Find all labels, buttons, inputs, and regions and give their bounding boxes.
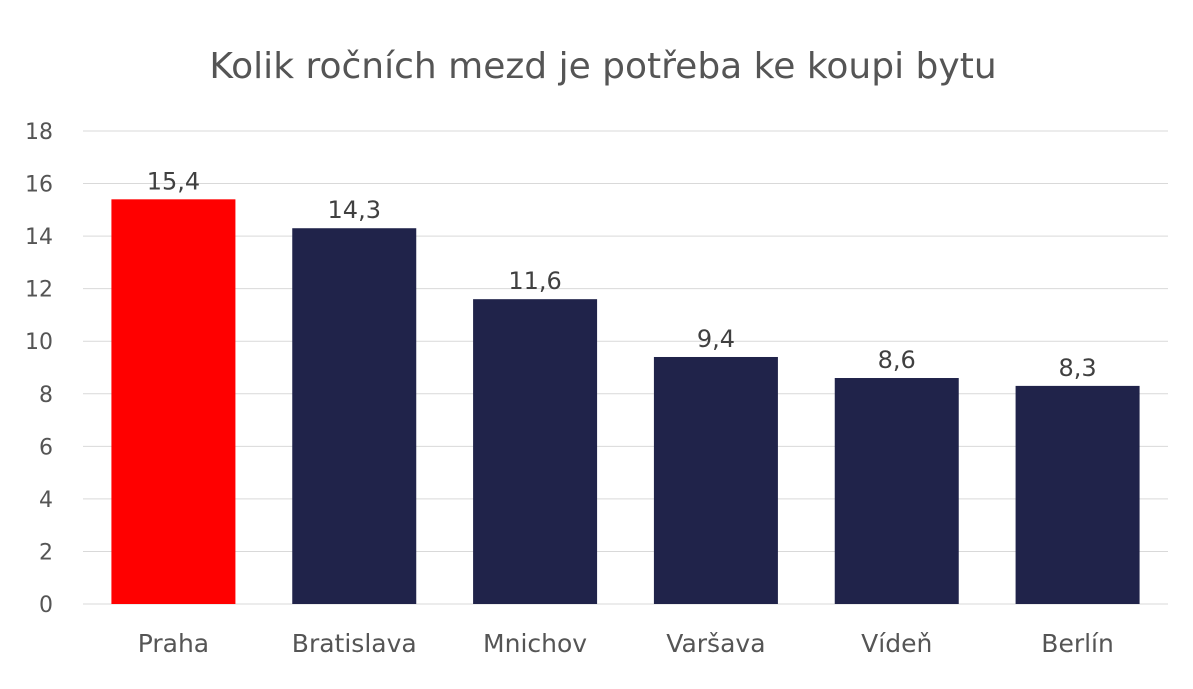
bar xyxy=(292,228,417,604)
x-tick-label: Varšava xyxy=(666,629,765,658)
chart-title: Kolik ročních mezd je potřeba ke koupi b… xyxy=(209,46,996,87)
y-tick-label: 6 xyxy=(39,435,53,460)
bar xyxy=(1015,385,1140,604)
data-label: 15,4 xyxy=(147,167,200,195)
y-tick-label: 16 xyxy=(25,173,53,198)
y-tick-label: 12 xyxy=(25,278,53,303)
y-tick-label: 2 xyxy=(39,540,53,565)
y-tick-label: 4 xyxy=(39,488,53,513)
bar xyxy=(834,378,959,604)
bars xyxy=(111,199,1140,605)
gridlines xyxy=(83,130,1168,605)
data-label: 11,6 xyxy=(508,267,561,295)
bar xyxy=(653,356,778,604)
bar xyxy=(111,199,236,605)
y-tick-label: 0 xyxy=(39,593,53,618)
x-tick-label: Berlín xyxy=(1041,629,1114,658)
y-tick-label: 10 xyxy=(25,330,53,355)
data-label: 8,6 xyxy=(878,346,916,374)
x-tick-label: Mnichov xyxy=(483,629,587,658)
x-tick-label: Bratislava xyxy=(292,629,417,658)
y-tick-label: 8 xyxy=(39,383,53,408)
data-label: 8,3 xyxy=(1058,354,1096,382)
y-tick-label: 18 xyxy=(25,120,53,145)
x-tick-label: Vídeň xyxy=(861,629,932,658)
value-labels: 15,4 14,3 11,6 9,4 8,6 8,3 xyxy=(147,167,1097,382)
bar xyxy=(473,299,598,604)
y-tick-label: 14 xyxy=(25,225,53,250)
category-labels: Praha Bratislava Mnichov Varšava Vídeň Berlín xyxy=(138,629,1114,658)
data-label: 14,3 xyxy=(328,196,381,224)
data-label: 9,4 xyxy=(697,325,735,353)
y-axis-ticks: 0 2 4 6 8 10 12 14 16 18 xyxy=(25,120,53,618)
x-tick-label: Praha xyxy=(138,629,209,658)
